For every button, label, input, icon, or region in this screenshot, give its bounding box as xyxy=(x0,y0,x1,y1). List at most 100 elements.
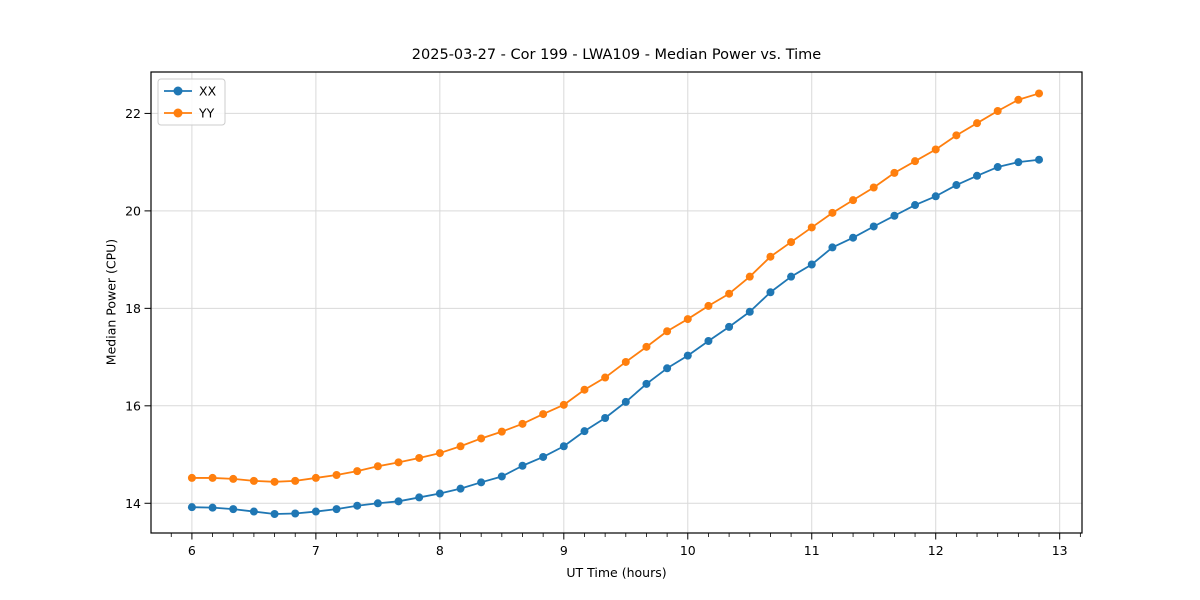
y-tick-label: 18 xyxy=(125,301,141,316)
series-xx-marker xyxy=(249,507,258,516)
series-yy-marker xyxy=(332,471,341,480)
series-xx-marker xyxy=(663,364,672,373)
series-yy-marker xyxy=(208,473,217,482)
y-tick-label: 14 xyxy=(125,496,141,511)
series-yy-marker xyxy=(249,476,258,485)
series-xx-marker xyxy=(869,222,878,231)
series-yy-marker xyxy=(539,410,548,419)
series-xx-marker xyxy=(456,484,465,493)
y-axis-label: Median Power (CPU) xyxy=(103,238,119,366)
series-yy-marker xyxy=(580,385,589,394)
x-tick-label: 12 xyxy=(928,543,944,558)
series-xx-marker xyxy=(394,497,403,506)
series-yy-marker xyxy=(373,462,382,471)
series-xx-marker xyxy=(704,337,713,345)
y-tick-label: 20 xyxy=(125,203,141,218)
x-tick-label: 8 xyxy=(436,543,444,558)
series-xx-marker xyxy=(787,272,796,281)
series-yy-marker xyxy=(187,473,196,482)
series-xx-marker xyxy=(518,461,527,470)
series-yy-marker xyxy=(663,327,672,336)
legend-swatch-yy-marker xyxy=(173,108,183,118)
x-tick-label: 9 xyxy=(560,543,568,558)
series-xx-marker xyxy=(187,503,196,512)
series-xx-marker xyxy=(353,501,362,510)
y-tick-label: 16 xyxy=(125,398,141,413)
chart-title: 2025-03-27 - Cor 199 - LWA109 - Median P… xyxy=(411,47,822,63)
series-yy-marker xyxy=(601,373,610,382)
series-yy-marker xyxy=(497,427,506,436)
series-yy-marker xyxy=(911,157,920,166)
legend-swatch-xx-marker xyxy=(173,86,183,96)
series-xx-marker xyxy=(766,288,775,297)
series-xx-marker xyxy=(332,505,341,514)
series-xx-marker xyxy=(559,442,568,451)
x-tick-label: 11 xyxy=(804,543,820,558)
series-xx-marker xyxy=(911,201,920,210)
series-yy-marker xyxy=(952,131,961,140)
series-xx-marker xyxy=(415,493,424,502)
series-yy-marker xyxy=(745,272,754,281)
series-yy-marker xyxy=(477,434,486,443)
series-xx-marker xyxy=(849,233,858,242)
series-xx-marker xyxy=(229,505,238,514)
series-xx-marker xyxy=(539,452,548,461)
series-xx-marker xyxy=(931,192,940,201)
legend-label-xx: XX xyxy=(199,84,217,99)
series-yy-marker xyxy=(270,477,279,486)
series-xx-marker xyxy=(807,260,816,269)
series-xx-marker xyxy=(435,489,444,498)
series-yy-marker xyxy=(973,119,982,128)
series-xx-marker xyxy=(497,472,506,481)
series-yy-marker xyxy=(993,106,1002,115)
series-xx-marker xyxy=(477,478,486,487)
series-xx-marker xyxy=(745,307,754,316)
series-yy-marker xyxy=(828,208,837,217)
series-xx-marker xyxy=(311,507,320,516)
x-axis-label: UT Time (hours) xyxy=(566,565,667,580)
series-yy-marker xyxy=(869,183,878,192)
series-yy-marker xyxy=(229,474,238,483)
series-yy-marker xyxy=(415,453,424,462)
series-xx-marker xyxy=(952,181,961,190)
series-yy-marker xyxy=(1014,95,1023,104)
series-xx-marker xyxy=(1035,155,1044,164)
series-yy-marker xyxy=(642,342,651,351)
series-xx-marker xyxy=(993,163,1002,172)
series-yy-marker xyxy=(518,419,527,428)
series-yy-marker xyxy=(456,442,465,451)
series-yy-marker xyxy=(1035,89,1044,98)
series-xx-marker xyxy=(828,243,837,252)
series-yy-marker xyxy=(559,400,568,409)
y-tick-label: 22 xyxy=(125,106,141,121)
series-yy-line xyxy=(191,92,1040,483)
series-xx-marker xyxy=(208,503,217,512)
series-yy-marker xyxy=(394,458,403,467)
series-yy-marker xyxy=(353,467,362,476)
series-yy-marker xyxy=(435,449,444,458)
x-tick-label: 7 xyxy=(312,543,320,558)
series-xx-marker xyxy=(373,499,382,508)
series-xx-marker xyxy=(291,509,300,518)
series-xx-marker xyxy=(973,171,982,180)
series-yy-marker xyxy=(807,223,816,232)
series-xx-marker xyxy=(683,351,692,360)
series-xx-marker xyxy=(890,211,899,220)
series-yy-marker xyxy=(890,168,899,177)
x-tick-label: 13 xyxy=(1052,543,1068,558)
series-xx-marker xyxy=(270,509,279,518)
series-yy-marker xyxy=(683,315,692,324)
series-yy-marker xyxy=(704,301,713,310)
x-tick-label: 6 xyxy=(188,543,196,558)
series-yy-marker xyxy=(787,238,796,247)
series-xx-marker xyxy=(621,397,630,406)
series-xx-line xyxy=(191,158,1040,515)
series-yy-marker xyxy=(621,357,630,366)
series-yy-marker xyxy=(849,196,858,205)
series-yy-marker xyxy=(725,289,734,298)
series-yy-marker xyxy=(766,252,775,261)
series-yy-marker xyxy=(291,476,300,485)
series-xx-marker xyxy=(601,413,610,422)
